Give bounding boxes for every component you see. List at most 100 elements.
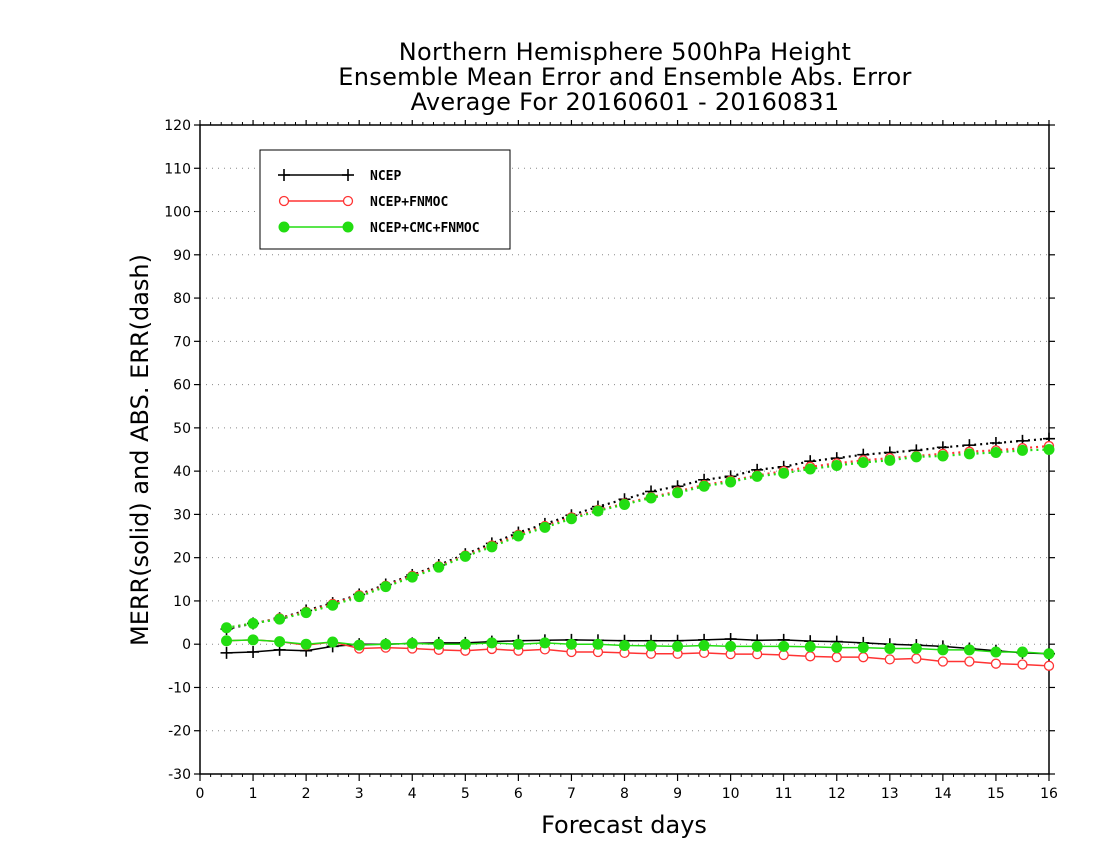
abs-err-point (698, 480, 710, 492)
merr-point (937, 656, 949, 667)
merr-point (1017, 659, 1028, 670)
x-tick-label: 7 (567, 786, 576, 802)
merr-point (459, 638, 471, 650)
abs-err-point (539, 521, 551, 533)
abs-err-point (221, 622, 233, 634)
merr-point (353, 639, 365, 651)
abs-err-point (963, 448, 975, 460)
chart-title-line-3: Average For 20160601 - 20160831 (410, 88, 840, 116)
x-tick-label: 4 (408, 786, 417, 802)
x-tick-label: 5 (461, 786, 470, 802)
abs-err-point (406, 571, 418, 583)
y-tick-label: 50 (173, 421, 191, 437)
y-tick-label: 70 (173, 334, 191, 350)
abs-err-point (274, 613, 286, 625)
merr-point (831, 642, 843, 654)
abs-err-point (380, 581, 392, 593)
merr-point (725, 640, 737, 652)
abs-err-line (226, 437, 1050, 631)
legend-marker (278, 221, 290, 233)
merr-point (672, 640, 684, 652)
merr-point (221, 635, 233, 647)
merr-point (220, 646, 233, 659)
abs-err-line (226, 448, 1050, 629)
merr-point (380, 638, 392, 650)
merr-point (778, 649, 789, 661)
x-tick-label: 15 (987, 786, 1005, 802)
abs-err-point (619, 498, 630, 510)
x-tick-label: 13 (881, 786, 899, 802)
merr-point (884, 643, 896, 655)
legend-label: NCEP+CMC+FNMOC (370, 221, 480, 236)
merr-point (433, 638, 445, 650)
abs-err-point (486, 541, 498, 553)
abs-err-point (751, 470, 763, 482)
merr-point (327, 636, 339, 648)
abs-err-point (778, 467, 790, 479)
y-tick-label: 90 (173, 248, 191, 264)
x-tick-label: 9 (673, 786, 682, 802)
x-tick-label: 2 (302, 786, 311, 802)
x-tick-label: 14 (934, 786, 952, 802)
merr-point (406, 637, 418, 649)
merr-point (1043, 648, 1055, 660)
legend-box (259, 149, 511, 250)
x-tick-label: 6 (514, 786, 523, 802)
x-tick-label: 11 (775, 786, 793, 802)
merr-point (751, 640, 763, 652)
chart-title-line-2: Ensemble Mean Error and Ensemble Abs. Er… (338, 63, 912, 91)
legend-label: NCEP+FNMOC (370, 195, 448, 210)
merr-point (565, 638, 577, 650)
series-group (220, 432, 1055, 671)
merr-point (858, 652, 869, 663)
abs-err-point (327, 599, 339, 611)
merr-point (247, 645, 260, 658)
merr-point (990, 646, 1002, 658)
merr-point (911, 653, 922, 664)
x-tick-label: 3 (355, 786, 364, 802)
merr-point (1043, 660, 1055, 671)
merr-point (274, 636, 286, 648)
abs-err-point (1043, 444, 1055, 455)
y-tick-label: 10 (173, 594, 191, 610)
abs-err-point (804, 463, 816, 475)
abs-err-point (565, 513, 577, 525)
merr-point (805, 651, 816, 662)
merr-point (990, 658, 1002, 669)
y-tick-label: -30 (168, 767, 191, 783)
merr-point (698, 639, 710, 651)
abs-err-point (459, 550, 471, 562)
y-tick-label: 60 (173, 378, 191, 394)
y-tick-label: 110 (164, 161, 191, 177)
series-ncep-fnmoc (221, 440, 1055, 671)
abs-err-point (512, 530, 524, 542)
abs-err-point (857, 456, 869, 468)
abs-err-point (1016, 444, 1028, 456)
series-ncep-cmc-fnmoc (221, 444, 1055, 660)
abs-err-point (884, 454, 896, 466)
abs-err-point (937, 450, 949, 462)
abs-err-point (990, 447, 1002, 459)
legend-marker (278, 169, 290, 181)
chart-title-line-1: Northern Hemisphere 500hPa Height (398, 38, 852, 66)
merr-point (619, 639, 630, 651)
y-tick-label: 80 (173, 291, 191, 307)
y-tick-label: 40 (173, 464, 191, 480)
legend-label: NCEP (370, 169, 401, 184)
merr-point (831, 652, 842, 663)
x-tick-label: 12 (828, 786, 846, 802)
y-tick-label: -20 (168, 724, 191, 740)
merr-point (963, 644, 975, 656)
abs-err-point (831, 460, 843, 472)
merr-point (778, 640, 790, 652)
x-tick-label: 16 (1040, 786, 1058, 802)
x-tick-label: 1 (249, 786, 258, 802)
merr-point (804, 641, 816, 653)
y-tick-label: 120 (164, 118, 191, 134)
abs-err-point (353, 591, 365, 603)
y-tick-label: -10 (168, 680, 191, 696)
legend: NCEP NCEP+FNMOC NCEP+CMC+FNMOC (259, 149, 511, 250)
abs-err-point (592, 505, 604, 517)
